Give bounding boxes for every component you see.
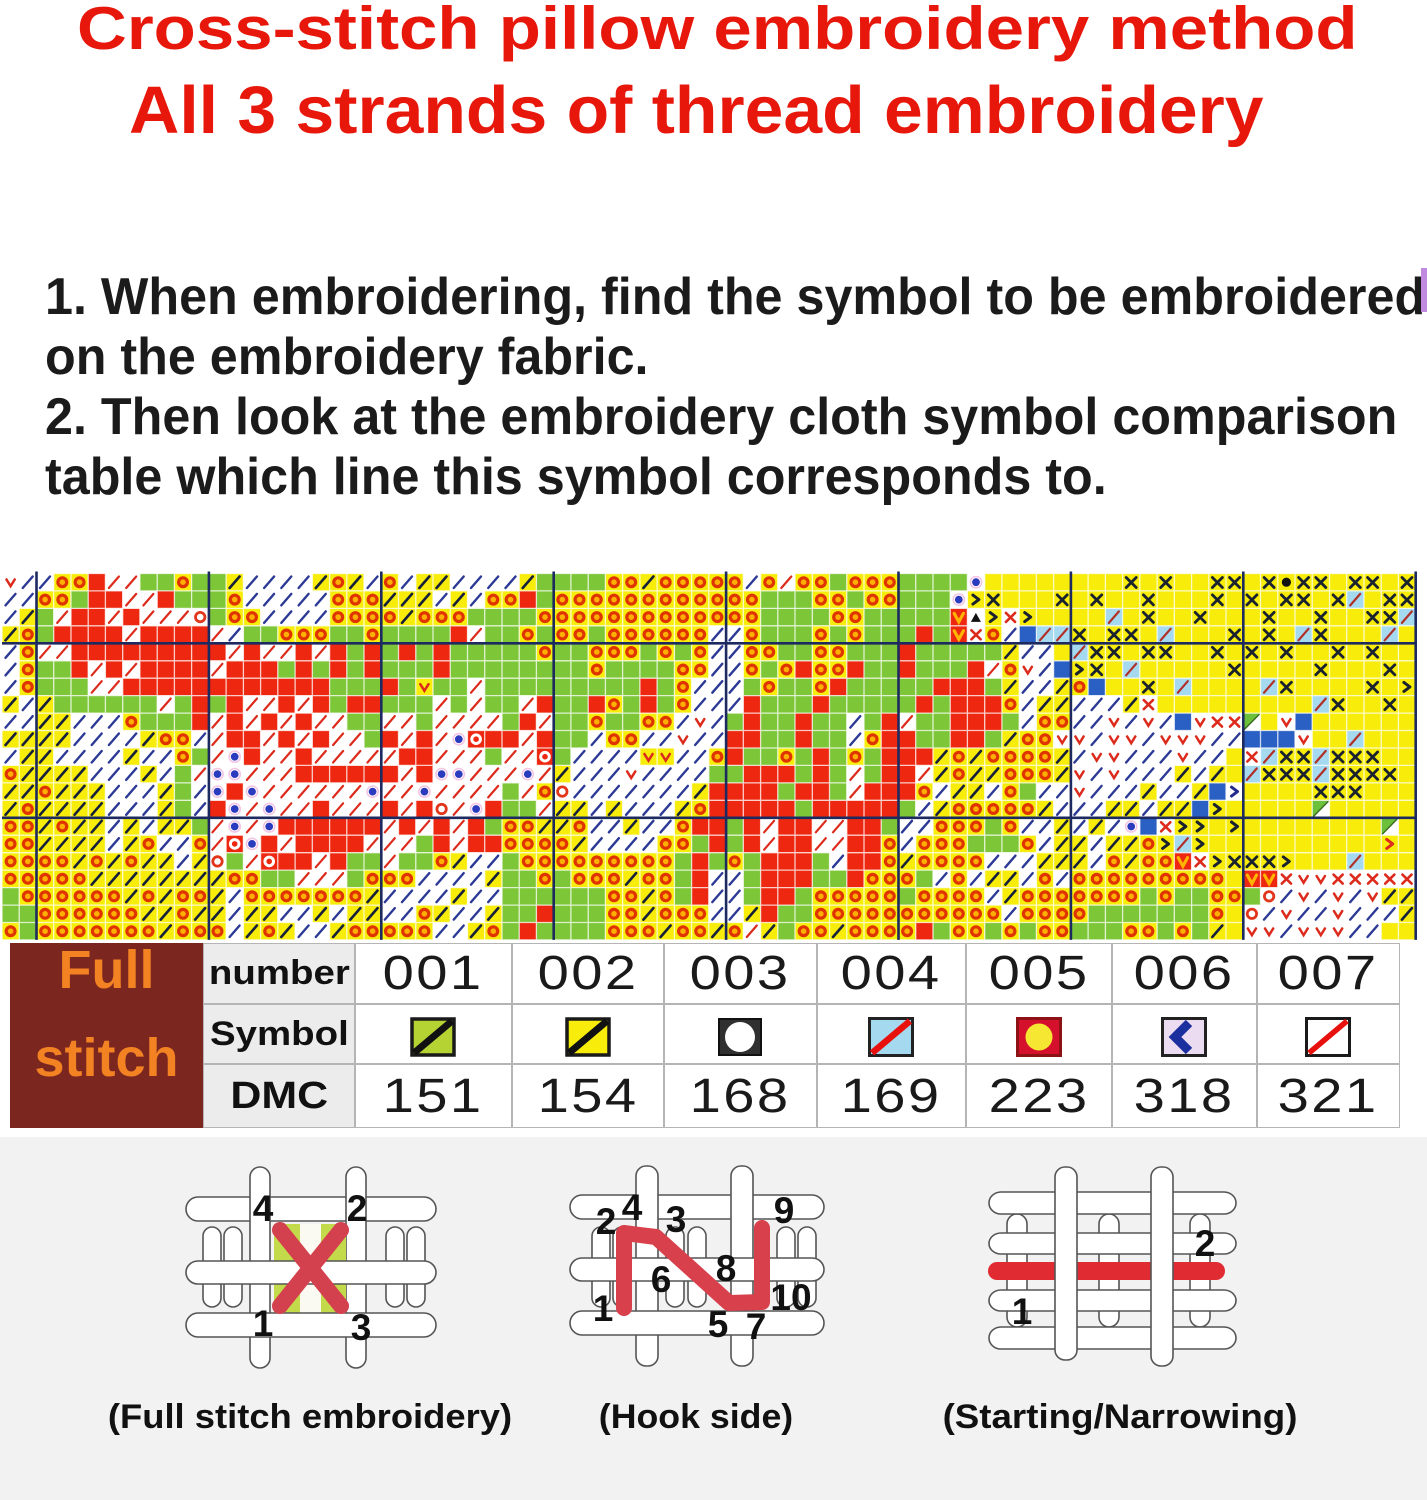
- svg-text:2: 2: [347, 1188, 368, 1229]
- svg-text:3: 3: [666, 1199, 687, 1240]
- svg-text:3: 3: [351, 1307, 372, 1348]
- svg-text:8: 8: [716, 1248, 737, 1289]
- svg-text:2: 2: [1195, 1223, 1216, 1264]
- svg-text:1: 1: [1012, 1291, 1033, 1332]
- svg-text:7: 7: [746, 1306, 767, 1347]
- svg-text:(Starting/Narrowing): (Starting/Narrowing): [943, 1398, 1298, 1435]
- svg-text:10: 10: [770, 1277, 811, 1318]
- svg-text:9: 9: [774, 1190, 795, 1231]
- svg-text:1: 1: [593, 1288, 614, 1329]
- svg-text:4: 4: [253, 1188, 274, 1229]
- svg-text:(Hook side): (Hook side): [599, 1398, 793, 1436]
- svg-text:6: 6: [651, 1259, 672, 1300]
- svg-text:(Full stitch embroidery): (Full stitch embroidery): [108, 1398, 512, 1436]
- svg-text:5: 5: [708, 1304, 729, 1345]
- svg-text:1: 1: [253, 1303, 274, 1344]
- svg-text:4: 4: [622, 1187, 643, 1228]
- svg-text:2: 2: [596, 1201, 617, 1242]
